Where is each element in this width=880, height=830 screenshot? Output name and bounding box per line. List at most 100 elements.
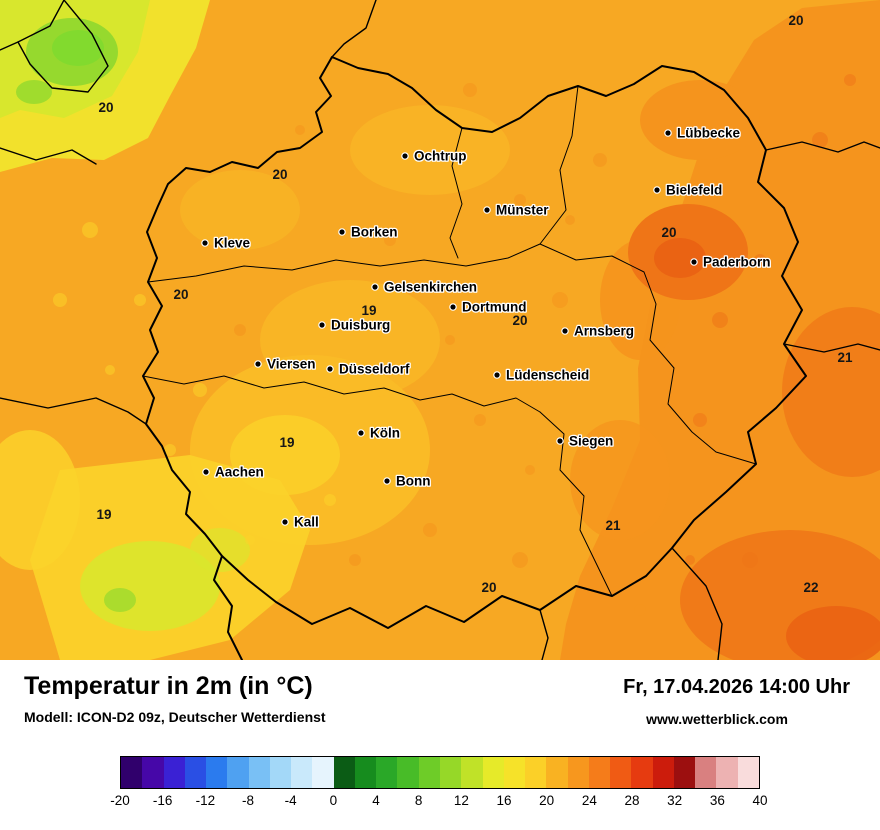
city-marker: Köln (357, 424, 401, 442)
legend-color-segment (567, 757, 589, 788)
temp-value-label: 20 (788, 13, 803, 28)
city-marker: Lübbecke (664, 124, 742, 142)
city-marker: Bielefeld (653, 181, 724, 199)
legend-tick-label: -20 (110, 793, 130, 808)
texture-speckles (53, 74, 856, 616)
city-marker: Bonn (383, 472, 432, 490)
city-label: Lüdenscheid (506, 368, 589, 383)
city-marker: Duisburg (318, 316, 392, 334)
city-marker: Kleve (201, 234, 252, 252)
city-label: Dortmund (462, 300, 527, 315)
legend-color-segment (695, 757, 717, 788)
city-label: Bielefeld (666, 183, 722, 198)
legend-color-segment (227, 757, 249, 788)
city-dot-icon (690, 258, 698, 266)
map-footer: Temperatur in 2m (in °C) Modell: ICON-D2… (0, 660, 880, 830)
temp-value-label: 20 (661, 225, 676, 240)
city-label: Borken (351, 225, 398, 240)
city-marker: Siegen (556, 432, 615, 450)
valid-datetime: Fr, 17.04.2026 14:00 Uhr (623, 676, 850, 698)
legend-color-segment (163, 757, 185, 788)
city-marker: Gelsenkirchen (371, 278, 478, 296)
city-label: Kall (294, 515, 319, 530)
legend-ticks: -20 -16 -12 -8 -4 0 4 8 12 16 20 24 28 32 36 40 (110, 793, 767, 811)
temp-value-label: 19 (279, 435, 294, 450)
temp-labels: 20 20 20 20 19 20 20 21 19 19 21 20 22 (96, 13, 853, 595)
temp-value-label: 19 (361, 303, 376, 318)
legend-tick-label: 28 (624, 793, 640, 808)
legend-color-segment (418, 757, 440, 788)
city-dot-icon (483, 206, 491, 214)
legend-tick-label: 32 (667, 793, 683, 808)
city-dot-icon (201, 239, 209, 247)
legend-color-segment (291, 757, 313, 788)
legend-color-segment (461, 757, 483, 788)
city-dot-icon (556, 437, 564, 445)
city-dot-icon (561, 327, 569, 335)
city-dot-icon (493, 371, 501, 379)
temp-value-label: 20 (173, 287, 188, 302)
legend-color-segment (503, 757, 526, 788)
city-label: Gelsenkirchen (384, 280, 477, 295)
legend-tick-label: 24 (581, 793, 597, 808)
city-dot-icon (318, 321, 326, 329)
legend-color-segment (652, 757, 674, 788)
external-borders (0, 0, 880, 660)
city-marker: Ochtrup (401, 147, 468, 165)
temp-value-label: 21 (837, 350, 853, 365)
city-dot-icon (383, 477, 391, 485)
city-label: Duisburg (331, 318, 390, 333)
city-label: Düsseldorf (339, 362, 410, 377)
legend-tick-label: 4 (372, 793, 380, 808)
website-url: www.wetterblick.com (646, 711, 788, 727)
city-label: Münster (496, 203, 549, 218)
city-dot-icon (401, 152, 409, 160)
legend-tick-label: -12 (195, 793, 216, 808)
legend-tick-label: 16 (496, 793, 512, 808)
city-dot-icon (338, 228, 346, 236)
legend-tick-label: -16 (152, 793, 173, 808)
legend-color-segment (206, 757, 228, 788)
legend-tick-label: 12 (453, 793, 469, 808)
city-marker: Düsseldorf (326, 360, 411, 378)
city-label: Arnsberg (574, 324, 634, 339)
city-dot-icon (326, 365, 334, 373)
temp-value-label: 20 (481, 580, 496, 595)
legend-color-segment (397, 757, 419, 788)
temperature-field (0, 0, 880, 660)
legend-tick-label: 20 (539, 793, 555, 808)
city-marker: Paderborn (690, 253, 772, 271)
legend-color-segment (588, 757, 611, 788)
legend-tick-label: 8 (414, 793, 423, 808)
city-marker: Lüdenscheid (493, 366, 591, 384)
legend-color-segment (376, 757, 398, 788)
model-info: Modell: ICON-D2 09z, Deutscher Wetterdie… (24, 709, 326, 725)
legend-color-segment (312, 757, 334, 788)
city-marker: Kall (281, 513, 320, 531)
city-dot-icon (449, 303, 457, 311)
legend-color-segment (610, 757, 632, 788)
legend-tick-label: 0 (329, 793, 338, 808)
legend-color-segment (269, 757, 292, 788)
legend-color-segment (248, 757, 270, 788)
legend-tick-label: -4 (284, 793, 297, 808)
temp-value-label: 22 (803, 580, 818, 595)
city-dot-icon (664, 129, 672, 137)
city-marker: Viersen (254, 355, 317, 373)
city-dot-icon (202, 468, 210, 476)
city-dot-icon (653, 186, 661, 194)
legend-color-segment (482, 757, 504, 788)
legend-color-segment (142, 757, 164, 788)
city-dot-icon (357, 429, 365, 437)
legend-color-segment (631, 757, 653, 788)
legend-color-segment (184, 757, 207, 788)
city-dot-icon (281, 518, 289, 526)
legend-color-segment (333, 757, 355, 788)
city-dot-icon (254, 360, 262, 368)
city-marker: Dortmund (449, 298, 528, 316)
legend-tick-label: -8 (241, 793, 255, 808)
city-label: Siegen (569, 434, 613, 449)
district-borders (142, 85, 757, 597)
legend-color-segment (439, 757, 462, 788)
